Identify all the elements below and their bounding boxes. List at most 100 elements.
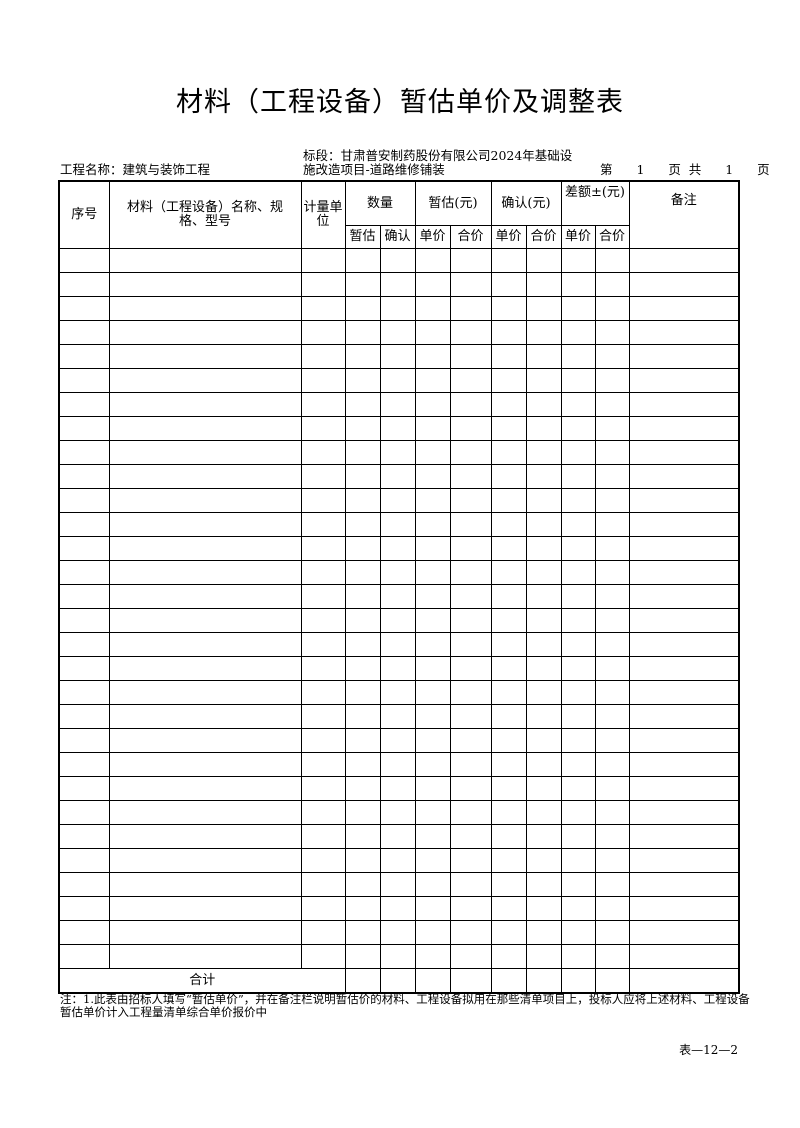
table-cell xyxy=(449,248,492,273)
table-cell xyxy=(628,608,740,633)
table-row xyxy=(58,488,740,513)
table-cell xyxy=(628,920,740,945)
table-cell xyxy=(58,272,110,297)
table-cell xyxy=(449,536,492,561)
table-row xyxy=(58,296,740,321)
table-cell xyxy=(58,488,110,513)
header-seq: 序号 xyxy=(58,180,110,249)
table-cell xyxy=(628,536,740,561)
table-cell xyxy=(379,368,416,393)
table-row xyxy=(58,656,740,681)
table-cell xyxy=(560,608,596,633)
table-cell xyxy=(490,704,527,729)
table-cell xyxy=(300,536,346,561)
table-row xyxy=(58,248,740,273)
table-cell xyxy=(58,896,110,921)
table-cell xyxy=(58,560,110,585)
table-cell xyxy=(108,440,302,465)
project-name: 工程名称：建筑与装饰工程 xyxy=(60,162,211,177)
table-cell xyxy=(490,440,527,465)
table-cell xyxy=(560,824,596,849)
table-row xyxy=(58,872,740,897)
table-cell xyxy=(58,608,110,633)
table-cell xyxy=(379,824,416,849)
table-row xyxy=(58,608,740,633)
header-remark: 备注 xyxy=(628,180,740,249)
table-cell xyxy=(58,776,110,801)
table-cell xyxy=(300,824,346,849)
table-cell xyxy=(414,248,451,273)
table-cell xyxy=(490,944,527,969)
table-cell xyxy=(490,848,527,873)
table-cell xyxy=(414,872,451,897)
table-cell xyxy=(449,944,492,969)
table-row xyxy=(58,464,740,489)
table-cell xyxy=(344,584,381,609)
table-cell xyxy=(594,536,630,561)
table-cell xyxy=(344,272,381,297)
table-cell xyxy=(379,392,416,417)
table-cell xyxy=(525,464,562,489)
table-cell xyxy=(344,920,381,945)
table-cell xyxy=(628,560,740,585)
table-cell xyxy=(490,584,527,609)
form-number: 表—12—2 xyxy=(679,1043,738,1057)
total-label: 合计 xyxy=(58,968,346,994)
table-cell xyxy=(594,344,630,369)
table-cell xyxy=(300,800,346,825)
table-cell xyxy=(379,704,416,729)
table-row xyxy=(58,944,740,969)
table-cell xyxy=(449,464,492,489)
table-cell xyxy=(379,872,416,897)
table-cell xyxy=(379,752,416,777)
table-row xyxy=(58,632,740,657)
table-cell xyxy=(594,776,630,801)
table-cell xyxy=(560,440,596,465)
table-cell xyxy=(344,656,381,681)
subheader-cell: 暂估 xyxy=(344,225,381,249)
table-cell xyxy=(490,320,527,345)
table-row xyxy=(58,800,740,825)
table-cell xyxy=(300,440,346,465)
table-cell xyxy=(449,344,492,369)
table-cell xyxy=(379,464,416,489)
table-cell xyxy=(525,536,562,561)
table-cell xyxy=(344,728,381,753)
table-cell xyxy=(300,608,346,633)
total-cell xyxy=(449,968,492,994)
total-cell xyxy=(344,968,381,994)
table-cell xyxy=(379,728,416,753)
table-cell xyxy=(344,368,381,393)
table-row xyxy=(58,680,740,705)
table-cell xyxy=(490,272,527,297)
table-cell xyxy=(449,728,492,753)
material-table: 序号 材料（工程设备）名称、规格、型号 计量单位 数量 暂估(元) 确认(元) … xyxy=(58,180,740,994)
table-cell xyxy=(108,248,302,273)
table-cell xyxy=(525,896,562,921)
table-cell xyxy=(628,800,740,825)
table-cell xyxy=(594,584,630,609)
table-cell xyxy=(560,584,596,609)
table-cell xyxy=(344,296,381,321)
table-cell xyxy=(108,800,302,825)
table-cell xyxy=(379,656,416,681)
total-cell xyxy=(628,968,740,994)
table-row xyxy=(58,920,740,945)
table-cell xyxy=(490,752,527,777)
table-cell xyxy=(594,248,630,273)
table-cell xyxy=(525,704,562,729)
table-cell xyxy=(344,896,381,921)
table-cell xyxy=(414,704,451,729)
table-cell xyxy=(525,776,562,801)
table-cell xyxy=(525,872,562,897)
table-cell xyxy=(300,704,346,729)
table-cell xyxy=(449,440,492,465)
table-cell xyxy=(379,320,416,345)
table-cell xyxy=(344,944,381,969)
table-cell xyxy=(628,656,740,681)
table-cell xyxy=(414,800,451,825)
table-cell xyxy=(58,368,110,393)
table-cell xyxy=(525,416,562,441)
table-row xyxy=(58,272,740,297)
header-name: 材料（工程设备）名称、规格、型号 xyxy=(108,180,302,249)
